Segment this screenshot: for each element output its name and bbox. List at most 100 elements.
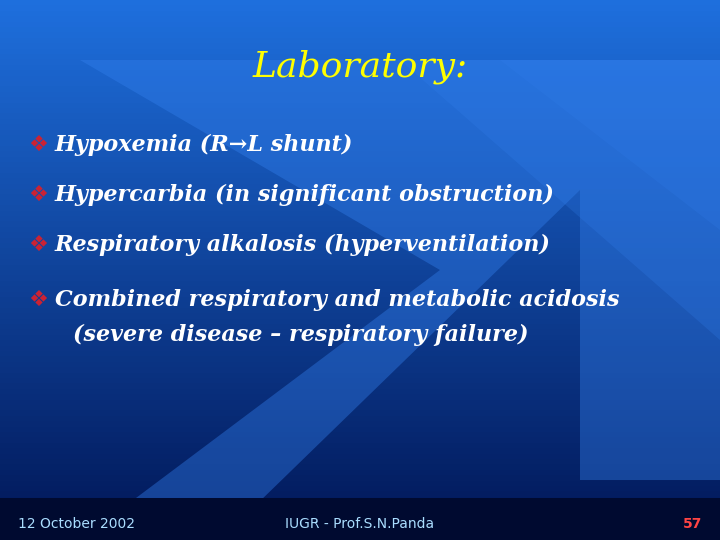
Bar [0,491,720,497]
Bar [0,243,720,248]
Bar [0,113,720,119]
Bar [0,308,720,313]
Bar [0,529,720,535]
Text: Hypercarbia (in significant obstruction): Hypercarbia (in significant obstruction) [55,184,555,206]
Bar [0,416,720,421]
Bar [0,140,720,146]
Bar [0,275,720,281]
Bar [0,410,720,416]
Bar [0,498,720,540]
Bar [0,178,720,184]
Text: Respiratory alkalosis (hyperventilation): Respiratory alkalosis (hyperventilation) [55,234,551,256]
Bar [0,130,720,135]
Text: 12 October 2002: 12 October 2002 [18,517,135,531]
Bar [0,319,720,324]
Bar [0,297,720,302]
Bar [0,427,720,432]
Polygon shape [400,60,720,340]
Bar [0,70,720,76]
Bar [0,135,720,140]
Bar [0,211,720,216]
Bar [0,313,720,319]
Bar [0,76,720,81]
Bar [0,157,720,162]
Bar [0,81,720,86]
Bar [0,151,720,157]
Bar [0,59,720,65]
Bar [0,405,720,410]
Bar [0,470,720,475]
Bar [0,97,720,103]
Bar [0,459,720,464]
Bar [0,259,720,265]
Bar [0,362,720,367]
Bar [0,65,720,70]
Bar [0,394,720,400]
Bar [0,286,720,292]
Bar [0,146,720,151]
Bar [0,356,720,362]
Bar [0,486,720,491]
Bar [0,481,720,486]
Bar [0,0,720,5]
Text: IUGR - Prof.S.N.Panda: IUGR - Prof.S.N.Panda [285,517,435,531]
Bar [0,475,720,481]
Text: ❖: ❖ [28,185,48,205]
Bar [0,265,720,270]
Bar [0,508,720,513]
Bar [0,383,720,389]
Text: 57: 57 [683,517,702,531]
Bar [0,16,720,22]
Bar [0,302,720,308]
Bar [0,92,720,97]
Bar [0,351,720,356]
Bar [0,194,720,200]
Bar [0,535,720,540]
Bar [0,443,720,448]
Bar [0,367,720,373]
Bar [0,108,720,113]
Bar [0,119,720,124]
Text: Hypoxemia (R→L shunt): Hypoxemia (R→L shunt) [55,134,354,156]
Bar [0,454,720,459]
Bar [0,248,720,254]
Bar [0,324,720,329]
Bar [0,378,720,383]
Bar [0,329,720,335]
Bar [0,464,720,470]
Bar [0,518,720,524]
Bar [0,238,720,243]
Text: Combined respiratory and metabolic acidosis: Combined respiratory and metabolic acido… [55,289,619,311]
Bar [0,432,720,437]
Bar [0,221,720,227]
Bar [0,43,720,49]
Text: (severe disease – respiratory failure): (severe disease – respiratory failure) [73,324,528,346]
Text: ❖: ❖ [28,135,48,155]
Bar [0,335,720,340]
Bar [0,254,720,259]
Bar [0,173,720,178]
Bar [0,216,720,221]
Text: Laboratory:: Laboratory: [253,50,467,84]
Bar [0,5,720,11]
Bar [0,32,720,38]
Bar [0,270,720,275]
Bar [0,38,720,43]
Bar [0,200,720,205]
Bar [0,167,720,173]
Polygon shape [500,60,720,230]
Bar [0,346,720,351]
Bar [0,448,720,454]
Bar [0,389,720,394]
Bar [0,27,720,32]
Text: ❖: ❖ [28,290,48,310]
Bar [0,281,720,286]
Bar [0,340,720,346]
Polygon shape [80,60,720,540]
Bar [0,232,720,238]
Bar [0,11,720,16]
Bar [0,497,720,502]
Text: ❖: ❖ [28,235,48,255]
Bar [0,124,720,130]
Bar [0,189,720,194]
